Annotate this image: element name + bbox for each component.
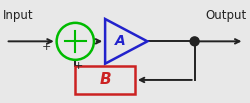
- Text: Input: Input: [3, 9, 34, 22]
- Text: Output: Output: [206, 9, 247, 22]
- Ellipse shape: [190, 37, 199, 46]
- Text: B: B: [99, 72, 111, 87]
- Text: +: +: [74, 61, 83, 71]
- Text: +: +: [42, 42, 51, 52]
- Text: A: A: [114, 34, 125, 48]
